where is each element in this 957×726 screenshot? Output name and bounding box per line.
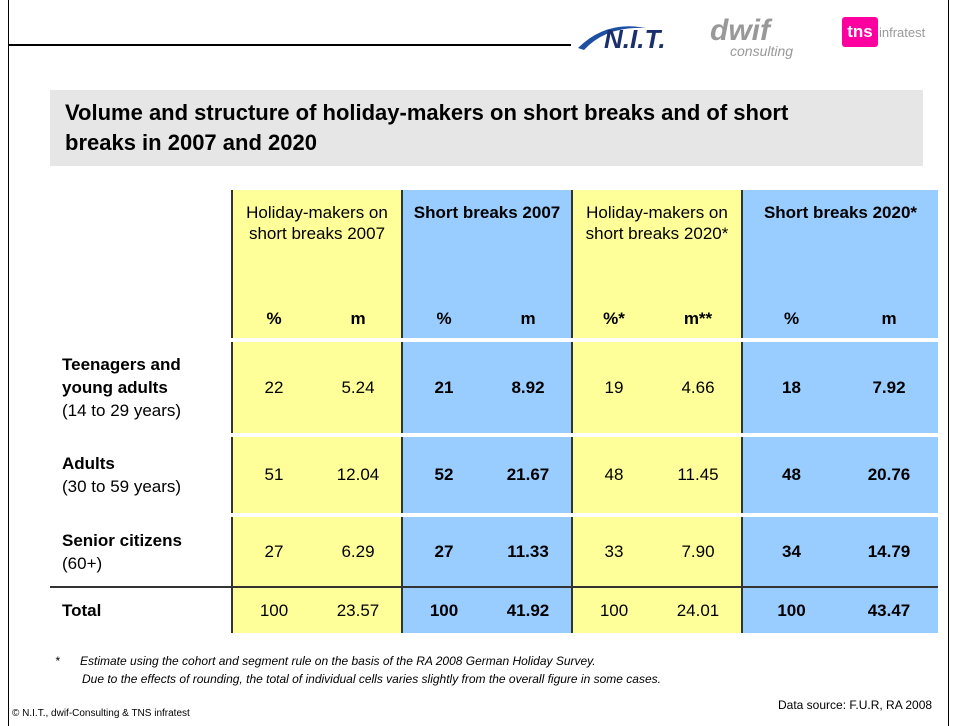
frame-left bbox=[8, 0, 9, 726]
cell: 41.92 bbox=[485, 586, 572, 633]
cell: 20.76 bbox=[840, 433, 938, 515]
row-label-main: Senior citizens bbox=[62, 530, 182, 550]
subheader: m bbox=[485, 300, 572, 340]
cell: 100 bbox=[741, 586, 840, 633]
cell: 27 bbox=[401, 513, 485, 587]
cell: 19 bbox=[571, 338, 655, 435]
copyright: © N.I.T., dwif-Consulting & TNS infrates… bbox=[12, 708, 190, 719]
row-label-sub: (60+) bbox=[62, 553, 103, 573]
subheader: m bbox=[840, 300, 938, 340]
logo-swoosh bbox=[578, 26, 646, 50]
cell: 8.92 bbox=[485, 338, 572, 435]
row-label: Senior citizens (60+) bbox=[50, 513, 232, 587]
data-row: Teenagers and young adults (14 to 29 year… bbox=[50, 338, 938, 435]
footnote-marker: * bbox=[55, 654, 60, 668]
group-header: Short breaks 2007 bbox=[401, 190, 572, 300]
cell: 27 bbox=[231, 513, 315, 587]
data-row: Adults (30 to 59 years) 51 12.04 52 21.67 48 11… bbox=[50, 433, 938, 515]
logo-text: tns bbox=[842, 17, 878, 47]
logo-text: infratest bbox=[879, 25, 926, 40]
logo-text: dwif bbox=[710, 14, 770, 47]
cell: 24.01 bbox=[655, 586, 742, 633]
cell: 48 bbox=[741, 433, 840, 515]
row-label: Total bbox=[50, 586, 232, 633]
cell: 52 bbox=[401, 433, 485, 515]
nit-logo: N.I.T. bbox=[578, 24, 666, 54]
data-row: Senior citizens (60+) 27 6.29 27 11.33 33 7.90 3… bbox=[50, 513, 938, 587]
cell: 7.90 bbox=[655, 513, 742, 587]
cell: 6.29 bbox=[315, 513, 402, 587]
cell: 23.57 bbox=[315, 586, 402, 633]
cell: 7.92 bbox=[840, 338, 938, 435]
title: Volume and structure of holiday-makers o… bbox=[65, 100, 789, 155]
corner-cell bbox=[50, 190, 232, 300]
cell: 21 bbox=[401, 338, 485, 435]
cell: 21.67 bbox=[485, 433, 572, 515]
cell: 14.79 bbox=[840, 513, 938, 587]
frame-right bbox=[948, 0, 949, 726]
cell: 5.24 bbox=[315, 338, 402, 435]
cell: 51 bbox=[231, 433, 315, 515]
logo-text: N.I.T. bbox=[604, 24, 666, 54]
row-label-sub: (30 to 59 years) bbox=[62, 477, 182, 496]
subheader-row: % m% m %* m**% m bbox=[50, 300, 938, 340]
cell: 34 bbox=[741, 513, 840, 587]
cell: 48 bbox=[571, 433, 655, 515]
row-label: Teenagers and young adults (14 to 29 year… bbox=[50, 338, 232, 435]
title-box: Volume and structure of holiday-makers o… bbox=[50, 90, 923, 166]
logo-text: consulting bbox=[730, 43, 794, 59]
top-rule bbox=[8, 44, 571, 46]
corner-cell bbox=[50, 300, 232, 340]
row-label-main: Adults bbox=[62, 454, 115, 473]
cell: 11.45 bbox=[655, 433, 742, 515]
cell: 43.47 bbox=[840, 586, 938, 633]
subheader: % bbox=[401, 300, 485, 340]
subheader: m bbox=[315, 300, 402, 340]
cell: 22 bbox=[231, 338, 315, 435]
cell: 100 bbox=[401, 586, 485, 633]
cell: 33 bbox=[571, 513, 655, 587]
subheader: % bbox=[741, 300, 840, 340]
group-header: Short breaks 2020* bbox=[741, 190, 938, 300]
header-row: Holiday-makers on short breaks 2007 Short… bbox=[50, 190, 938, 300]
data-source: Data source: F.U.R, RA 2008 bbox=[778, 698, 933, 712]
cell: 12.04 bbox=[315, 433, 402, 515]
subheader: % bbox=[231, 300, 315, 340]
group-header: Holiday-makers on short breaks 2020* bbox=[571, 190, 742, 300]
row-label-main: Total bbox=[62, 601, 102, 620]
subheader: %* bbox=[571, 300, 655, 340]
data-table: Holiday-makers on short breaks 2007 Short… bbox=[50, 190, 938, 633]
footnote-line: Due to the effects of rounding, the tota… bbox=[82, 672, 661, 686]
cell: 18 bbox=[741, 338, 840, 435]
cell: 11.33 bbox=[485, 513, 572, 587]
group-header: Holiday-makers on short breaks 2007 bbox=[231, 190, 402, 300]
footnote-line: Estimate using the cohort and segment ru… bbox=[80, 654, 596, 668]
row-label-sub: (14 to 29 years) bbox=[62, 401, 182, 420]
row-label: Adults (30 to 59 years) bbox=[50, 433, 232, 515]
data-row: Total 100 23.57 100 41.92 100 24.01 100 43.47 bbox=[50, 586, 938, 633]
cell: 100 bbox=[571, 586, 655, 633]
cell: 100 bbox=[231, 586, 315, 633]
cell: 4.66 bbox=[655, 338, 742, 435]
row-label-main: Teenagers and young adults bbox=[62, 355, 181, 397]
subheader: m** bbox=[655, 300, 742, 340]
